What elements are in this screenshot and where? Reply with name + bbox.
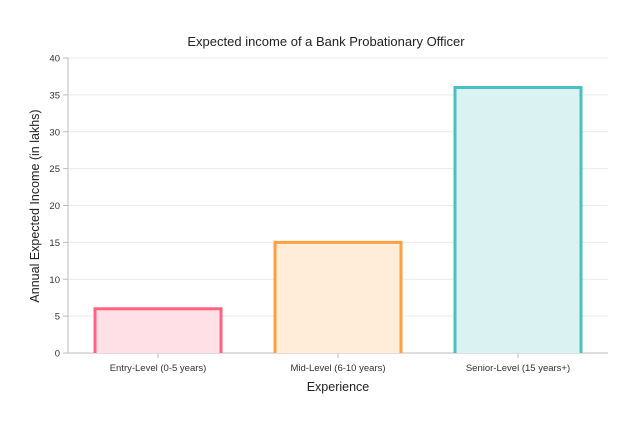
- y-tick-label: 30: [49, 127, 60, 138]
- y-tick-label: 25: [49, 164, 60, 175]
- y-tick-label: 10: [49, 275, 60, 286]
- y-tick-label: 15: [49, 238, 60, 249]
- chart-title: Expected income of a Bank Probationary O…: [187, 34, 465, 49]
- x-axis-ticks: Entry-Level (0-5 years) Mid-Level (6-10 y…: [110, 353, 570, 374]
- y-axis-ticks: 0 5 10 15 20 25 30 35 40: [49, 54, 68, 360]
- y-tick-label: 0: [55, 349, 60, 360]
- bar: [453, 86, 583, 353]
- bar: [273, 240, 403, 353]
- bar-fill: [455, 87, 581, 353]
- x-tick-label: Mid-Level (6-10 years): [290, 363, 385, 374]
- y-tick-label: 35: [49, 90, 60, 101]
- x-tick-label: Entry-Level (0-5 years): [110, 363, 207, 374]
- y-tick-label: 40: [49, 54, 60, 65]
- bar-fill: [95, 308, 221, 353]
- y-tick-label: 5: [55, 312, 60, 323]
- bar-fill: [275, 242, 401, 353]
- x-axis-label: Experience: [307, 380, 370, 394]
- x-tick-label: Senior-Level (15 years+): [466, 363, 570, 374]
- y-axis-label: Annual Expected Income (in lakhs): [28, 109, 42, 302]
- y-tick-label: 20: [49, 201, 60, 212]
- bars: [93, 86, 583, 353]
- bar: [93, 307, 223, 353]
